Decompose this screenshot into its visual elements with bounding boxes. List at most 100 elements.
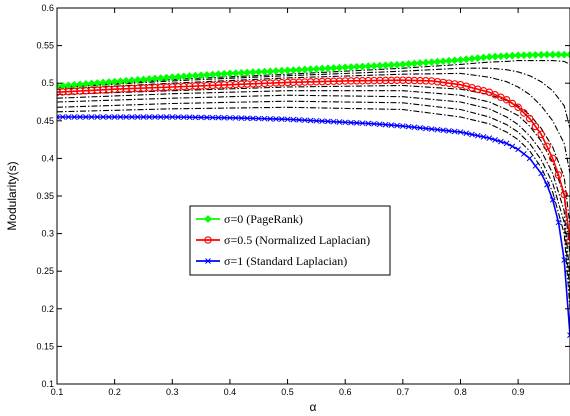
series-0-marker-42 <box>295 65 304 74</box>
legend-label-1: σ=0.5 (Normalized Laplacian) <box>224 233 370 247</box>
series-1-marker-60 <box>399 76 407 84</box>
legend-label-0: σ=0 (PageRank) <box>224 212 303 226</box>
series-0-marker-9 <box>104 78 113 87</box>
series-0-marker-18 <box>156 74 165 83</box>
series-1-marker-50 <box>341 77 349 85</box>
series-0-marker-10 <box>110 77 119 86</box>
series-1-marker-63 <box>416 76 424 85</box>
series-2-marker-17 <box>152 114 158 120</box>
series-0-marker-31 <box>231 69 240 78</box>
series-2-marker-50 <box>342 119 349 126</box>
series-1-marker-20 <box>168 83 177 91</box>
series-1-marker-33 <box>243 80 251 88</box>
series-2-marker-87 <box>555 219 562 226</box>
series-2-marker-5 <box>82 114 89 120</box>
series-0-marker-63 <box>416 59 425 67</box>
y-tick-label-0: 0.1 <box>41 379 54 389</box>
series-2-marker-74 <box>480 134 487 140</box>
series-layer <box>57 50 570 338</box>
series-1-marker-25 <box>197 82 205 90</box>
series-1-marker-43 <box>301 78 309 86</box>
series-1-marker-44 <box>306 78 315 86</box>
series-1-marker-37 <box>266 79 275 87</box>
series-2-marker-51 <box>348 119 354 126</box>
series-2-marker-54 <box>365 120 372 127</box>
series-2-marker-26 <box>204 114 210 121</box>
series-0-marker-72 <box>468 54 476 63</box>
series-2-marker-33 <box>244 115 251 122</box>
series-2-marker-46 <box>319 118 325 124</box>
series-1-marker-6 <box>87 86 96 95</box>
series-2-marker-58 <box>388 122 395 129</box>
series-0-marker-46 <box>318 64 327 73</box>
x-tick-label-4: 0.5 <box>281 387 294 397</box>
series-line-9 <box>57 100 570 294</box>
series-1-marker-84 <box>537 130 545 139</box>
series-5 <box>57 72 570 174</box>
y-tick-label-10: 0.6 <box>41 3 54 13</box>
series-2-marker-28 <box>215 114 222 121</box>
series-1-marker-68 <box>445 79 453 87</box>
y-tick-label-1: 0.15 <box>36 341 54 351</box>
series-0-marker-78 <box>502 52 511 60</box>
series-2-marker-66 <box>434 126 441 133</box>
series-0-marker-49 <box>335 63 344 72</box>
series-1-marker-15 <box>139 84 148 92</box>
series-2-marker-14 <box>134 114 141 120</box>
series-1-marker-56 <box>376 76 384 85</box>
series-1-marker-2 <box>64 87 73 96</box>
x-tick-label-3: 0.4 <box>224 387 237 397</box>
series-2-marker-3 <box>71 114 78 120</box>
series-1-marker-80 <box>514 103 522 112</box>
series-0-marker-60 <box>398 60 407 69</box>
series-2-marker-23 <box>186 114 193 121</box>
series-1-marker-66 <box>433 77 442 86</box>
y-tick-label-7: 0.45 <box>36 116 54 126</box>
series-1-marker-45 <box>312 77 321 86</box>
series-2-marker-69 <box>451 128 458 135</box>
series-2-marker-6 <box>88 114 95 120</box>
series-0-marker-53 <box>358 62 367 71</box>
series-1-marker-34 <box>249 80 257 88</box>
series-1-marker-24 <box>191 82 200 90</box>
series-2-marker-20 <box>169 114 176 120</box>
series-0-marker-13 <box>128 76 136 85</box>
series-0-marker-33 <box>243 68 252 77</box>
series-2-marker-35 <box>255 115 262 122</box>
series-0-marker-26 <box>202 71 211 79</box>
series-2-marker-16 <box>146 114 153 120</box>
legend-marker-2 <box>205 258 211 264</box>
series-2-marker-40 <box>284 116 291 123</box>
legend-label-2: σ=1 (Standard Laplacian) <box>224 254 347 268</box>
legend-box <box>189 205 391 276</box>
series-1-marker-16 <box>145 84 153 92</box>
series-2-marker-25 <box>198 114 204 121</box>
series-2-marker-31 <box>232 115 239 121</box>
series-0-marker-21 <box>174 72 182 81</box>
series-1-marker-55 <box>370 76 378 85</box>
series-1-marker-82 <box>525 114 534 123</box>
series-1-marker-59 <box>393 76 401 85</box>
series-2-marker-9 <box>106 114 112 120</box>
series-7 <box>57 90 570 257</box>
series-line-7 <box>57 90 570 257</box>
series-2-marker-39 <box>278 116 285 122</box>
series-0-marker-68 <box>445 56 453 65</box>
series-2-marker-29 <box>221 114 228 121</box>
series-2-marker-84 <box>538 170 545 177</box>
x-axis-title: α <box>310 400 317 414</box>
series-1-marker-31 <box>231 80 240 89</box>
series-1-marker-38 <box>272 79 280 87</box>
series-2-marker-1 <box>59 114 66 120</box>
series-2-marker-82 <box>526 155 533 162</box>
series-1-marker-54 <box>364 76 373 85</box>
series-2-marker-52 <box>353 120 360 126</box>
series-0-marker-75 <box>485 52 494 61</box>
series-line-8 <box>57 94 570 279</box>
series-1-marker-87 <box>554 171 563 179</box>
series-0-marker-38 <box>272 67 280 75</box>
series-0-marker-40 <box>283 66 292 75</box>
series-2-marker-71 <box>463 130 470 137</box>
series-1-marker-58 <box>387 76 396 85</box>
